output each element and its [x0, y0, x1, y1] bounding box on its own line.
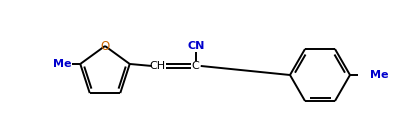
Text: C: C — [192, 61, 200, 71]
Text: CN: CN — [187, 41, 205, 51]
Text: O: O — [100, 40, 109, 53]
Text: CH: CH — [150, 61, 166, 71]
Text: Me: Me — [370, 70, 389, 80]
Text: Me: Me — [53, 59, 71, 69]
